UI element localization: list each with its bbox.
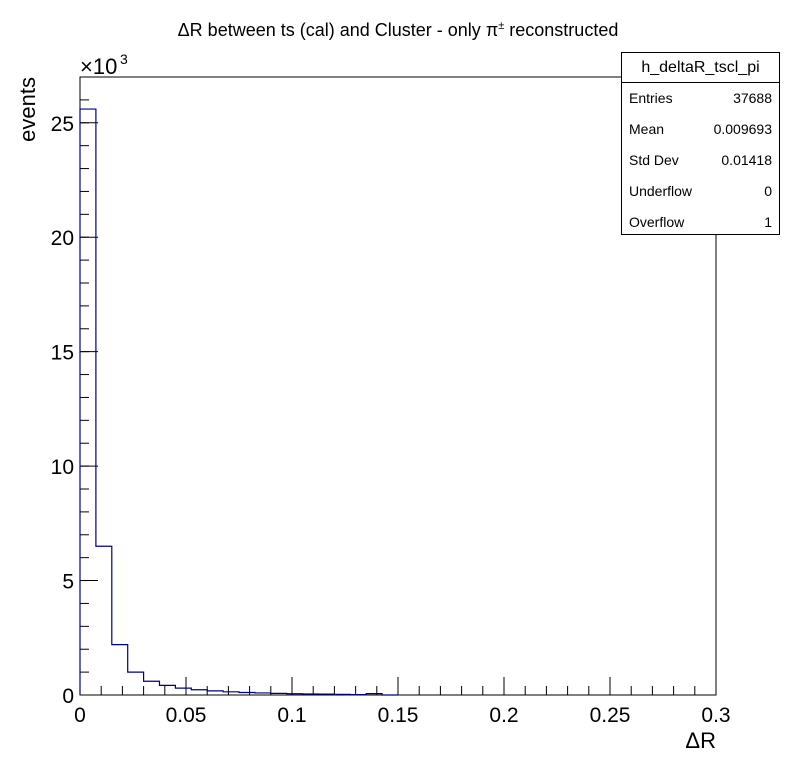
y-tick-label: 25	[51, 113, 74, 136]
stats-row-underflow: Underflow 0	[622, 176, 779, 207]
title-pm: ±	[498, 20, 505, 32]
title-pi: π	[485, 20, 499, 40]
x-tick-label: 0.1	[277, 704, 306, 727]
y-axis-label: events	[15, 77, 40, 142]
y-tick-label: 20	[51, 227, 74, 250]
stats-label: Mean	[629, 121, 665, 137]
stats-row-stddev: Std Dev 0.01418	[622, 145, 779, 176]
x-tick-label: 0.25	[590, 704, 631, 727]
stats-row-mean: Mean 0.009693	[622, 114, 779, 145]
stats-value: 37688	[733, 90, 772, 106]
stats-label: Std Dev	[629, 152, 679, 168]
stats-row-entries: Entries 37688	[622, 83, 779, 114]
x-axis-label: ΔR	[685, 728, 716, 753]
stats-label: Entries	[629, 90, 673, 106]
y-tick-label: 5	[62, 571, 74, 594]
stats-label: Underflow	[629, 183, 693, 199]
stats-label: Overflow	[629, 214, 685, 230]
stats-histogram-name: h_deltaR_tscl_pi	[622, 53, 779, 83]
stats-value: 0.009693	[713, 121, 772, 137]
y-tick-label: 10	[51, 456, 74, 479]
stats-value: 0.01418	[721, 152, 772, 168]
stats-box: h_deltaR_tscl_pi Entries 37688 Mean 0.00…	[621, 52, 780, 235]
stats-row-overflow: Overflow 1	[622, 207, 779, 238]
y-tick-label: 15	[51, 342, 74, 365]
chart-title: ΔR between ts (cal) and Cluster - only π…	[0, 20, 796, 41]
stats-value: 0	[764, 183, 772, 199]
y-multiplier-exponent: 3	[120, 51, 128, 67]
x-tick-label: 0.15	[378, 704, 419, 727]
y-multiplier-label: ×10	[80, 54, 117, 79]
title-text: ΔR between ts (cal) and Cluster - only	[177, 20, 486, 40]
stats-value: 1	[764, 214, 772, 230]
title-suffix: reconstructed	[504, 20, 619, 40]
x-tick-label: 0.2	[489, 704, 518, 727]
x-tick-label: 0.05	[166, 704, 207, 727]
histogram-series	[79, 108, 398, 696]
y-tick-label: 0	[62, 685, 74, 708]
x-tick-label: 0	[74, 704, 86, 727]
x-tick-label: 0.3	[701, 704, 730, 727]
